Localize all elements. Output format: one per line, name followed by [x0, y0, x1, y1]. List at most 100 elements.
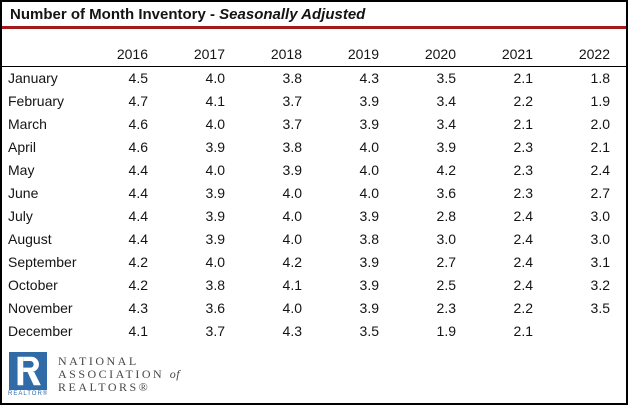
month-label: June	[8, 185, 39, 201]
inventory-value: 3.9	[436, 139, 456, 155]
table-row: January 4.5 4.0 3.8 4.3 3.5 2.1 1.8	[2, 67, 626, 90]
page-title: Number of Month Inventory - Seasonally A…	[2, 2, 626, 26]
inventory-value: 4.4	[128, 208, 148, 224]
inventory-value: 3.9	[359, 254, 379, 270]
year-column-header: 2016	[116, 46, 148, 62]
inventory-value: 2.4	[513, 208, 533, 224]
inventory-value: 1.8	[590, 70, 610, 86]
inventory-value: 4.0	[359, 139, 379, 155]
inventory-value: 2.0	[590, 116, 610, 132]
inventory-value: 4.0	[205, 254, 225, 270]
table-row: November 4.3 3.6 4.0 3.9 2.3 2.2 3.5	[2, 297, 626, 320]
inventory-value: 3.0	[590, 231, 610, 247]
inventory-value: 4.2	[128, 277, 148, 293]
inventory-value: 2.2	[513, 300, 533, 316]
inventory-value: 3.9	[359, 93, 379, 109]
inventory-value: 4.1	[128, 323, 148, 339]
inventory-value: 2.3	[513, 139, 533, 155]
inventory-value: 2.3	[436, 300, 456, 316]
year-column-header: 2019	[347, 46, 379, 62]
table-row: May 4.4 4.0 3.9 4.0 4.2 2.3 2.4	[2, 159, 626, 182]
year-column-header: 2017	[193, 46, 225, 62]
nar-logo: REALTOR® NATIONAL ASSOCIATION of REALTOR…	[8, 352, 180, 397]
inventory-value: 2.3	[513, 185, 533, 201]
month-label: August	[8, 231, 52, 247]
inventory-value: 3.0	[436, 231, 456, 247]
table-row: April 4.6 3.9 3.8 4.0 3.9 2.3 2.1	[2, 136, 626, 159]
table-header-row: 2016 2017 2018 2019 2020 2021 2022	[2, 43, 626, 67]
realtor-r-icon	[9, 352, 47, 390]
inventory-value: 3.9	[359, 116, 379, 132]
inventory-value: 2.7	[590, 185, 610, 201]
inventory-value: 2.4	[513, 231, 533, 247]
inventory-value: 3.8	[359, 231, 379, 247]
inventory-value: 4.4	[128, 231, 148, 247]
table-row: August 4.4 3.9 4.0 3.8 3.0 2.4 3.0	[2, 228, 626, 251]
table-body: January 4.5 4.0 3.8 4.3 3.5 2.1 1.8 February 4.7 4…	[2, 67, 626, 343]
inventory-value: 4.5	[128, 70, 148, 86]
inventory-value: 4.0	[282, 185, 302, 201]
inventory-value: 3.5	[590, 300, 610, 316]
nar-org-line1: NATIONAL	[58, 354, 139, 368]
inventory-value: 3.6	[436, 185, 456, 201]
inventory-value: 3.2	[590, 277, 610, 293]
realtor-wordmark: REALTOR®	[8, 391, 49, 397]
page-title-emphasis: Seasonally Adjusted	[219, 6, 366, 23]
realtor-logo-mark: REALTOR®	[8, 352, 48, 397]
inventory-value: 2.4	[513, 254, 533, 270]
inventory-value: 4.1	[282, 277, 302, 293]
inventory-value: 3.4	[436, 116, 456, 132]
inventory-value: 4.1	[205, 93, 225, 109]
inventory-value: 3.6	[205, 300, 225, 316]
month-label: April	[8, 139, 37, 155]
inventory-value: 4.4	[128, 162, 148, 178]
inventory-value: 3.9	[205, 185, 225, 201]
inventory-value	[533, 320, 610, 343]
inventory-value: 3.0	[590, 208, 610, 224]
month-label: February	[8, 93, 65, 109]
table-row: December 4.1 3.7 4.3 3.5 1.9 2.1	[2, 320, 626, 343]
inventory-value: 4.6	[128, 139, 148, 155]
month-label: December	[8, 323, 73, 339]
inventory-value: 2.2	[513, 93, 533, 109]
table-row: June 4.4 3.9 4.0 4.0 3.6 2.3 2.7	[2, 182, 626, 205]
page-title-main: Number of Month Inventory -	[10, 6, 220, 23]
inventory-value: 1.9	[436, 323, 456, 339]
inventory-value: 3.9	[282, 162, 302, 178]
nar-org-name: NATIONAL ASSOCIATION of REALTORS®	[58, 352, 180, 394]
inventory-value: 4.0	[282, 208, 302, 224]
inventory-value: 3.9	[359, 300, 379, 316]
month-label: July	[8, 208, 33, 224]
inventory-value: 2.4	[590, 162, 610, 178]
month-label: March	[8, 116, 47, 132]
inventory-value: 3.9	[205, 139, 225, 155]
inventory-value: 4.0	[205, 116, 225, 132]
inventory-value: 4.4	[128, 185, 148, 201]
inventory-value: 4.0	[282, 300, 302, 316]
month-label: November	[8, 300, 73, 316]
inventory-table: 2016 2017 2018 2019 2020 2021 2022 January 4.5 4…	[2, 43, 626, 343]
inventory-value: 4.6	[128, 116, 148, 132]
year-column-header: 2022	[578, 46, 610, 62]
inventory-value: 2.1	[513, 116, 533, 132]
inventory-value: 3.4	[436, 93, 456, 109]
inventory-value: 4.0	[359, 162, 379, 178]
inventory-value: 3.8	[282, 70, 302, 86]
nar-org-line3: REALTORS®	[58, 380, 151, 394]
table-row: September 4.2 4.0 4.2 3.9 2.7 2.4 3.1	[2, 251, 626, 274]
inventory-value: 4.3	[282, 323, 302, 339]
table-row: March 4.6 4.0 3.7 3.9 3.4 2.1 2.0	[2, 113, 626, 136]
inventory-value: 4.0	[359, 185, 379, 201]
inventory-value: 2.7	[436, 254, 456, 270]
inventory-value: 3.9	[359, 208, 379, 224]
nar-org-of: of	[169, 367, 181, 381]
month-column-header	[2, 43, 71, 66]
inventory-value: 2.1	[513, 70, 533, 86]
inventory-value: 4.0	[205, 162, 225, 178]
month-label: October	[8, 277, 58, 293]
inventory-value: 4.3	[128, 300, 148, 316]
inventory-value: 3.9	[359, 277, 379, 293]
month-label: September	[8, 254, 77, 270]
inventory-value: 4.3	[359, 70, 379, 86]
